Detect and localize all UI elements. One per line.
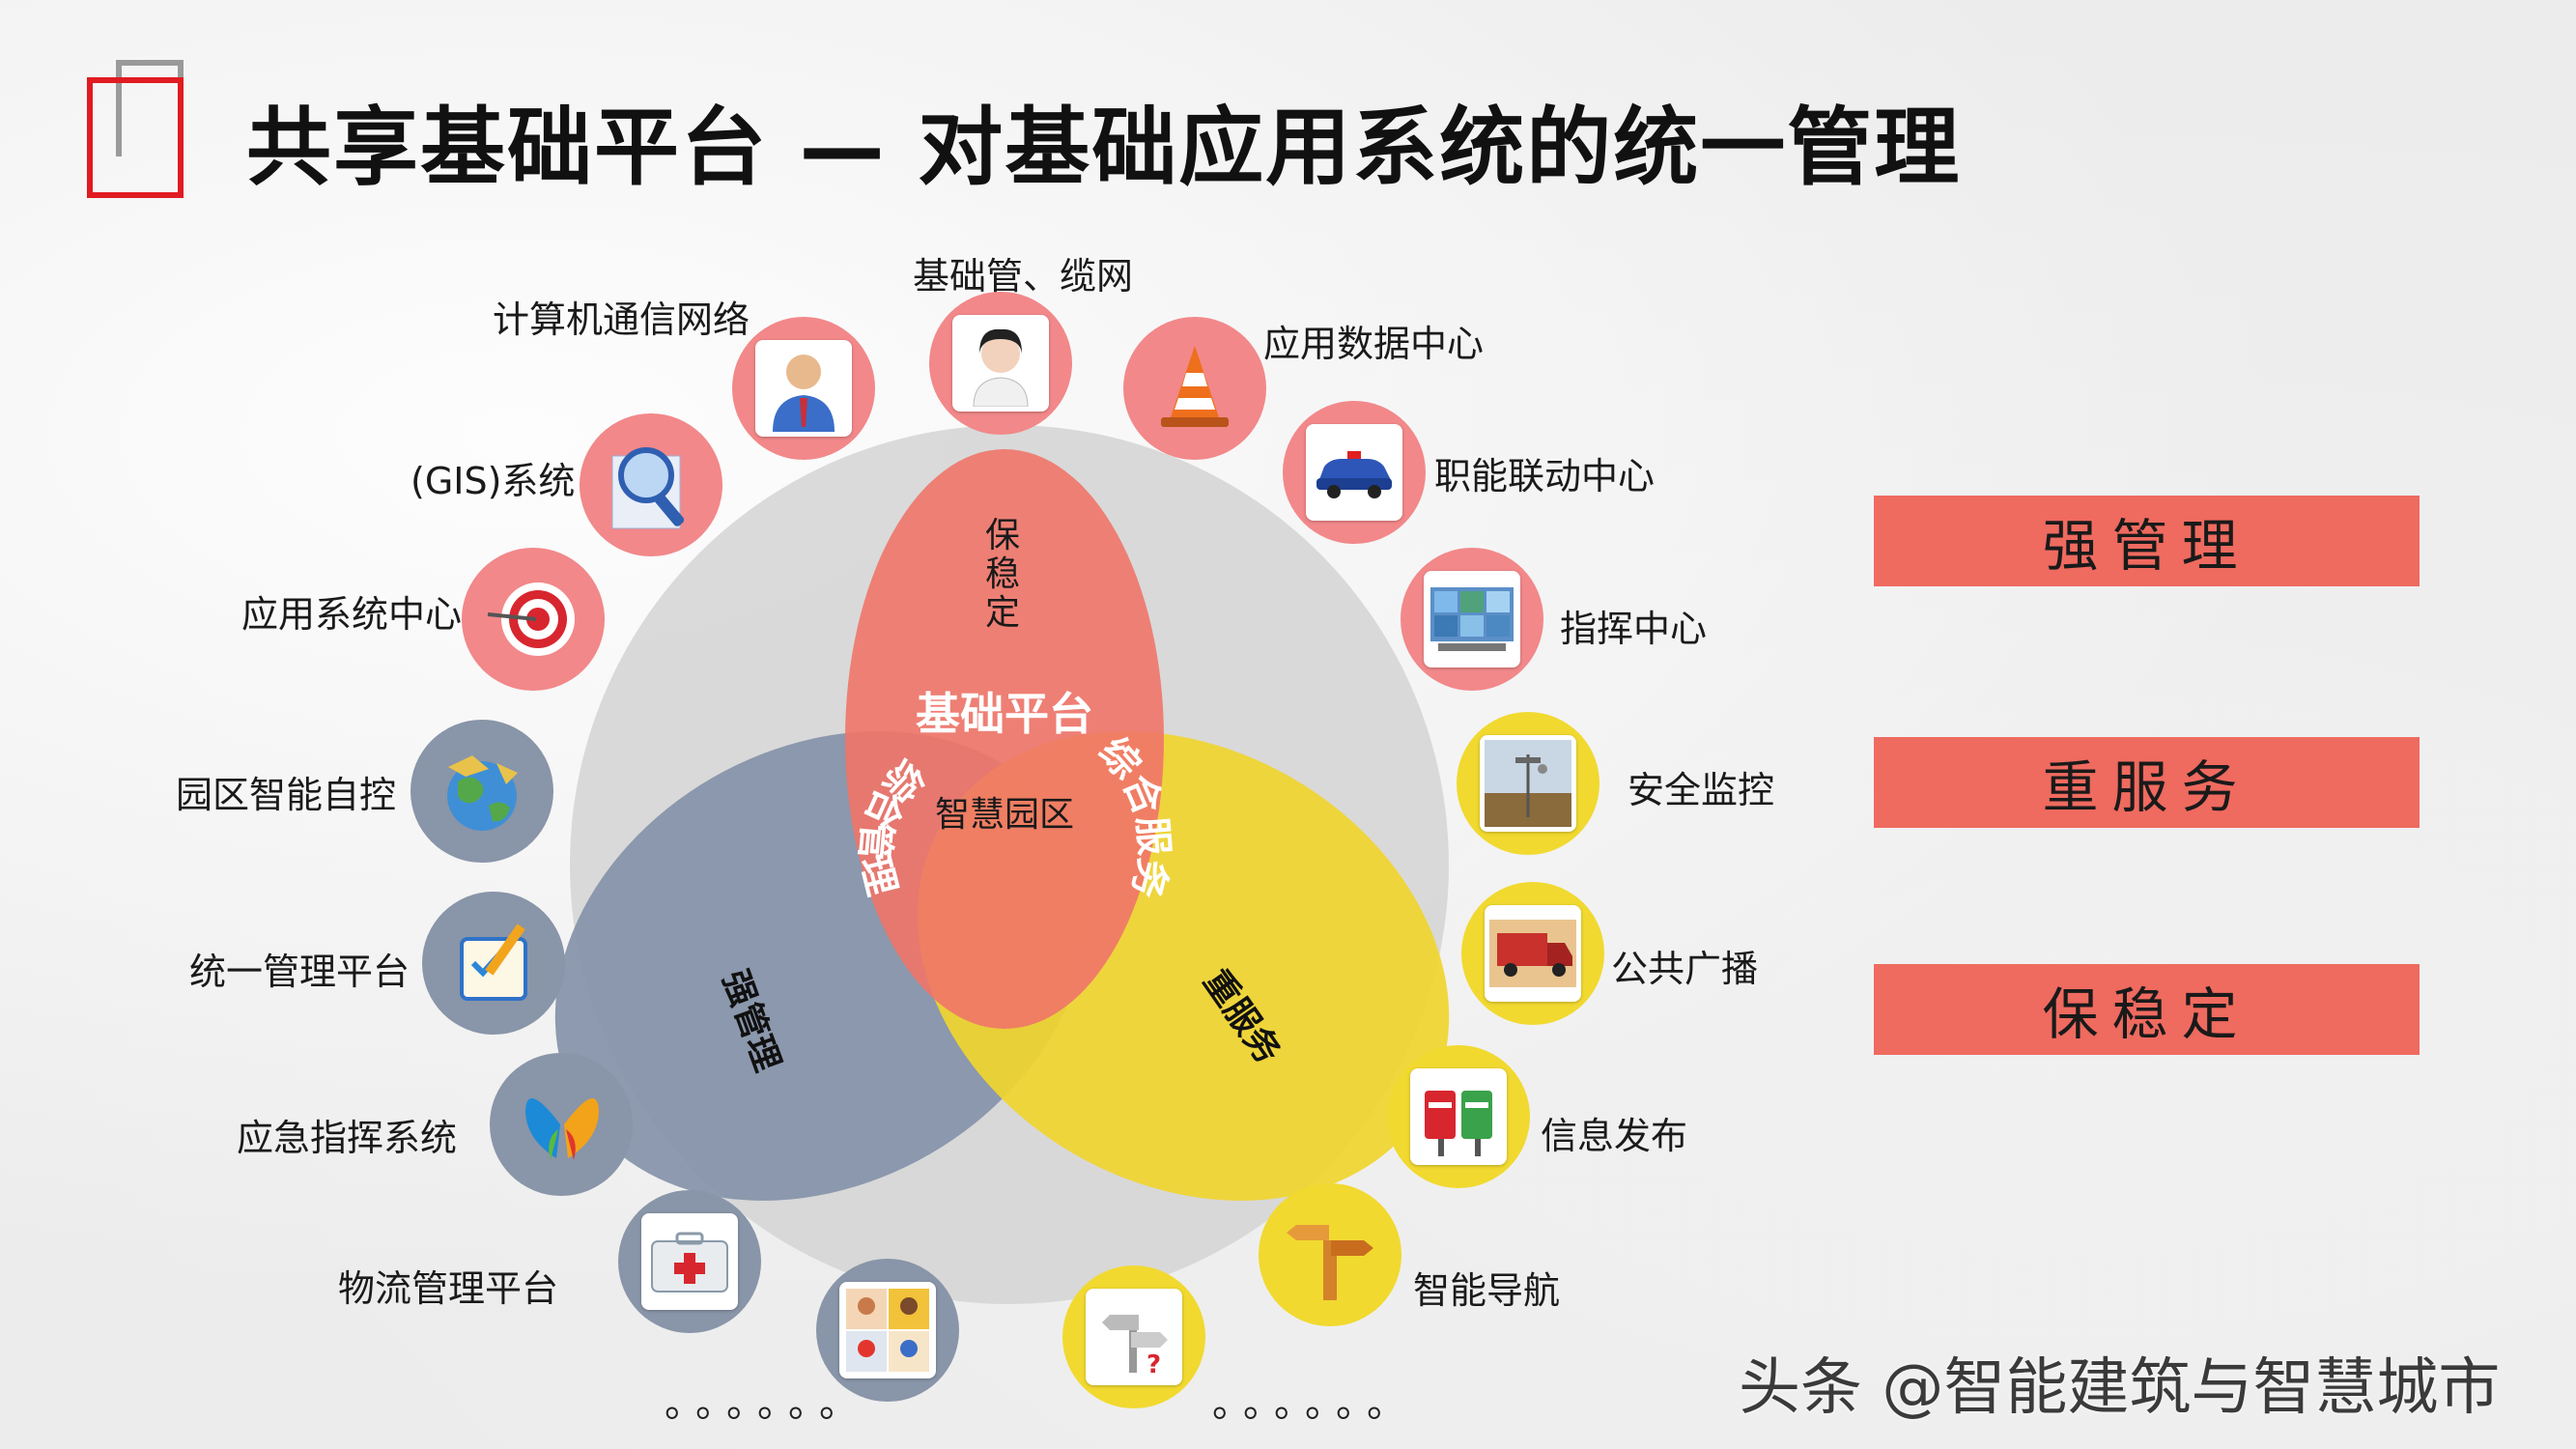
stability-label: 保稳定 [984, 516, 1020, 633]
item-gis [580, 413, 722, 556]
item-appcenter [462, 548, 605, 691]
label-emergency: 应急指挥系统 [237, 1117, 458, 1159]
first-aid-icon [641, 1213, 738, 1310]
top-ellipse-platform [845, 449, 1164, 1029]
truck-icon [1485, 905, 1581, 1002]
weather-station-icon [1480, 735, 1576, 832]
item-infopublish [1387, 1045, 1530, 1188]
label-command: 指挥中心 [1560, 608, 1708, 650]
item-command [1401, 548, 1543, 691]
magnifier-icon [611, 447, 685, 529]
label-logistics: 物流管理平台 [338, 1267, 559, 1310]
tag-strong-management: 强管理 [1874, 496, 2420, 586]
item-security [1457, 712, 1599, 855]
label-unified: 统一管理平台 [189, 951, 410, 993]
label-linkage: 职能联动中心 [1434, 455, 1656, 497]
tag-ensure-stability: 保稳定 [1874, 964, 2420, 1055]
question-sign-icon: ? [1086, 1289, 1182, 1385]
ellipsis-right: 。。。。。。 [1212, 1381, 1417, 1426]
item-broadcast [1461, 882, 1604, 1025]
label-appcenter: 应用系统中心 [241, 593, 463, 636]
label-infopublish: 信息发布 [1541, 1115, 1688, 1157]
label-security: 安全监控 [1628, 769, 1775, 811]
item-datacenter [1123, 317, 1266, 460]
item-people [816, 1259, 959, 1402]
page-title: 共享基础平台 — 对基础应用系统的统一管理 [246, 98, 1962, 197]
logo [87, 60, 203, 205]
traffic-cone-icon [1161, 346, 1229, 427]
people-grid-icon [839, 1282, 936, 1378]
watermark: 头条 @智能建筑与智慧城市 [1739, 1352, 2501, 1424]
item-unified [422, 892, 565, 1035]
item-pipes [929, 292, 1072, 435]
item-autocontrol [410, 720, 553, 863]
person-photo-icon [952, 315, 1049, 412]
target-icon [487, 582, 575, 656]
item-linkage [1283, 401, 1426, 544]
item-network [732, 317, 875, 460]
item-question: ? [1062, 1265, 1205, 1408]
label-navigation: 智能导航 [1413, 1269, 1561, 1312]
user-icon [755, 340, 852, 437]
svg-text:?: ? [1146, 1350, 1161, 1378]
item-emergency [490, 1053, 633, 1196]
item-navigation [1259, 1183, 1401, 1326]
item-logistics [618, 1190, 761, 1333]
center-label: 智慧园区 [935, 795, 1074, 835]
label-pipes: 基础管、缆网 [913, 255, 1134, 298]
tag-focus-service: 重服务 [1874, 737, 2420, 828]
ellipsis-left: 。。。。。。 [665, 1381, 869, 1426]
signpost-icon [1287, 1225, 1373, 1300]
clipboard-icon [460, 923, 527, 1001]
video-wall-icon [1424, 571, 1520, 668]
label-datacenter: 应用数据中心 [1263, 323, 1485, 365]
label-gis: (GIS)系统 [410, 460, 576, 502]
globe-icon [447, 755, 518, 831]
logo-red-bracket [87, 77, 184, 198]
label-autocontrol: 园区智能自控 [176, 774, 397, 816]
label-network: 计算机通信网络 [493, 298, 750, 341]
platform-label: 基础平台 [916, 688, 1093, 740]
mailbox-icon [1410, 1068, 1507, 1165]
butterfly-icon [525, 1098, 599, 1160]
label-broadcast: 公共广播 [1611, 948, 1759, 990]
police-car-icon [1306, 424, 1402, 521]
